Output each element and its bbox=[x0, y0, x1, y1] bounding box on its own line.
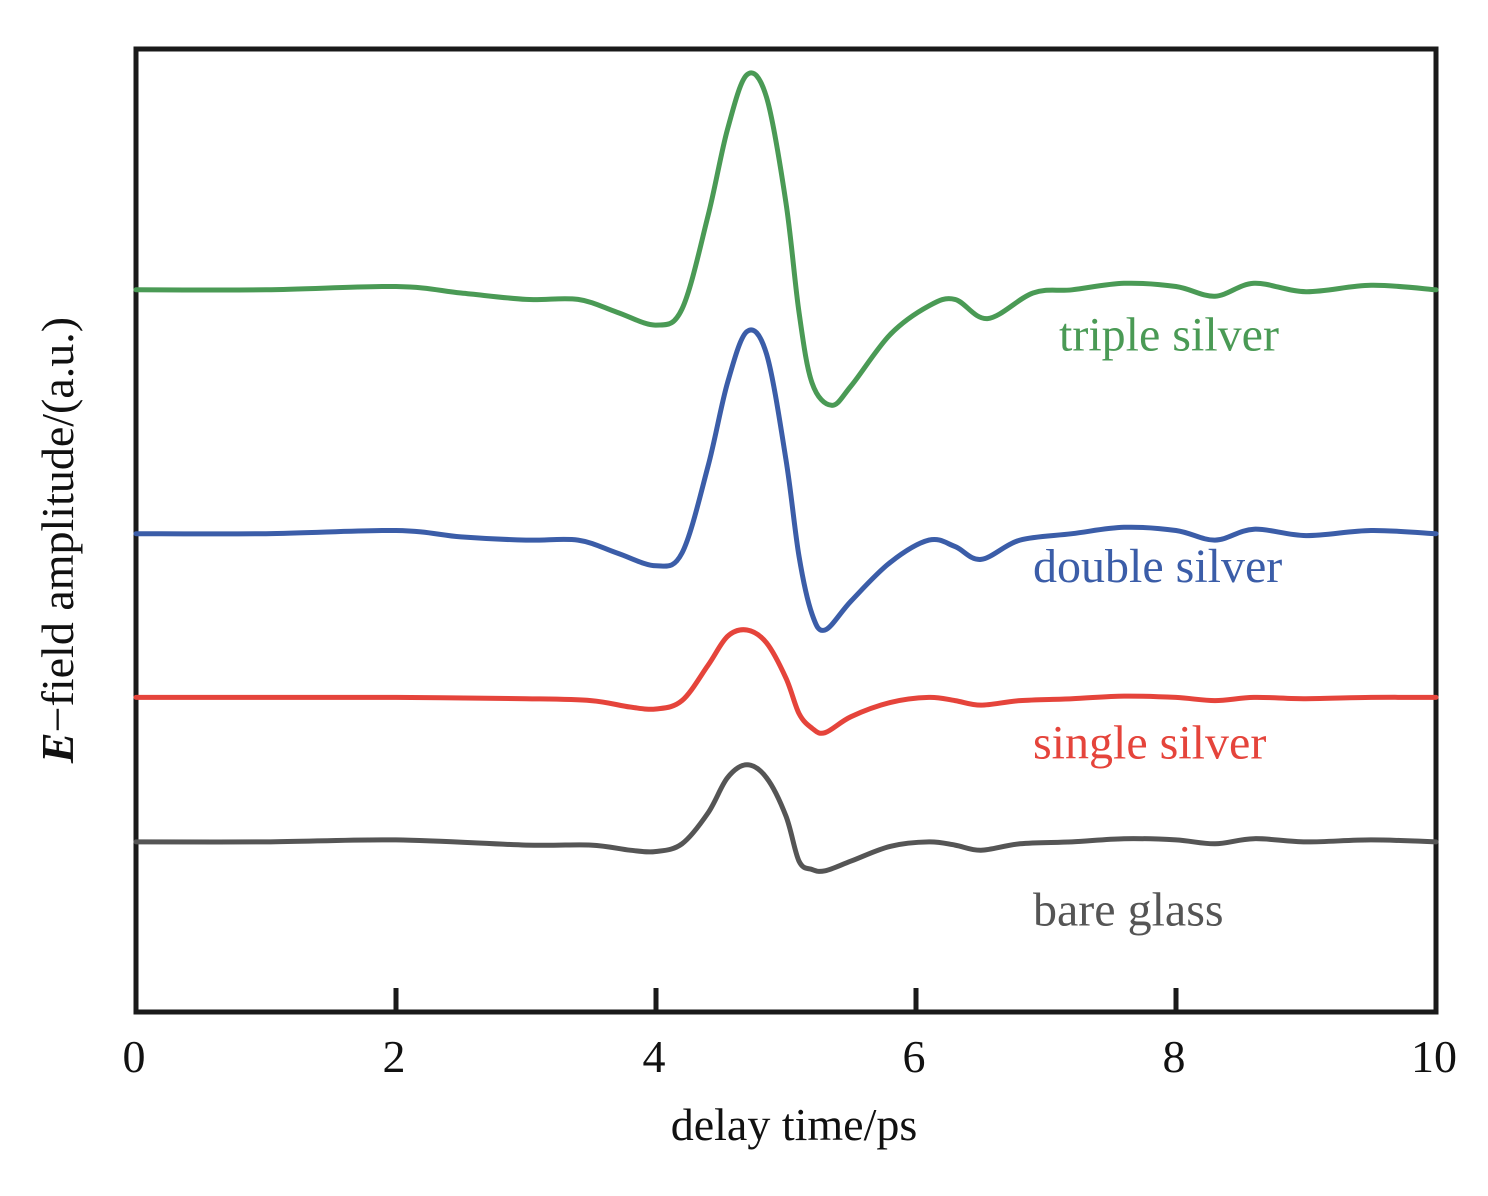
x-tick-labels: 0 2 4 6 8 10 bbox=[123, 1031, 1458, 1082]
series-line-single-silver bbox=[133, 627, 1439, 736]
series-line-triple-silver bbox=[133, 70, 1439, 408]
x-tick-label-2: 4 bbox=[643, 1031, 666, 1082]
x-tick-label-1: 2 bbox=[383, 1031, 406, 1082]
series-line-bare-glass bbox=[133, 762, 1439, 874]
series-label-single-silver: single silver bbox=[1033, 716, 1266, 769]
x-ticks bbox=[133, 988, 1439, 1012]
series-lines bbox=[133, 70, 1439, 874]
x-tick-label-5: 10 bbox=[1411, 1031, 1457, 1082]
x-tick-label-4: 8 bbox=[1163, 1031, 1186, 1082]
x-tick-label-0: 0 bbox=[123, 1031, 146, 1082]
series-labels: bare glass single silver double silver trip… bbox=[1033, 309, 1282, 937]
series-label-double-silver: double silver bbox=[1033, 540, 1282, 593]
plot-frame bbox=[133, 46, 1439, 1015]
series-line-double-silver bbox=[133, 327, 1439, 633]
x-tick-label-3: 6 bbox=[903, 1031, 926, 1082]
series-label-triple-silver: triple silver bbox=[1059, 309, 1279, 362]
series-label-bare-glass: bare glass bbox=[1033, 883, 1224, 936]
y-axis-label-text: −field amplitude/(a.u.) bbox=[32, 317, 83, 733]
x-axis-label: delay time/ps bbox=[671, 1099, 918, 1150]
y-axis-label-symbol: E bbox=[32, 732, 83, 764]
y-axis-label: E−field amplitude/(a.u.) bbox=[32, 317, 83, 764]
